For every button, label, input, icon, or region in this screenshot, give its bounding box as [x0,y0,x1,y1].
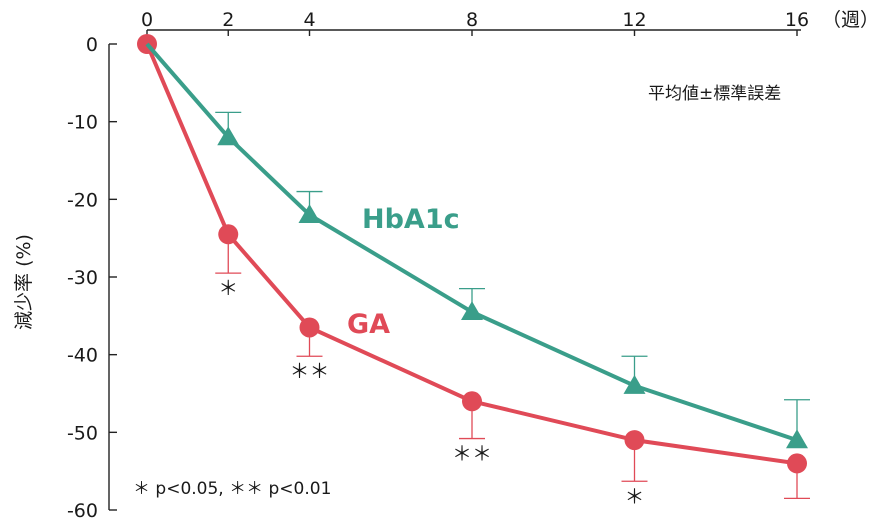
y-tick-label: -20 [67,189,98,211]
series-label: GA [347,309,390,340]
x-tick-label: 16 [785,9,809,31]
series-line [145,42,798,442]
series-label: HbA1c [362,204,460,235]
data-point [462,391,482,412]
y-tick-label: 0 [86,34,98,56]
y-tick-label: -30 [67,267,98,289]
x-tick-label: 8 [466,9,478,31]
x-tick-label: 12 [622,9,646,31]
x-tick-label: 4 [303,9,315,31]
data-point [298,204,321,223]
x-tick-label: 0 [141,9,153,31]
footnote-label: ＊ p<0.05, ＊＊ p<0.01 [133,479,331,499]
data-point [786,429,808,449]
data-point [299,317,320,338]
y-axis-label: 減少率 (%) [13,234,35,330]
x-tick-label: 2 [222,9,234,31]
significance-mark: ＊ [218,276,238,300]
x-axis-unit: （週） [822,9,879,31]
series-ga: ＊＊＊＊＊＊GA [137,34,810,508]
data-point [623,374,646,394]
y-tick-label: -50 [67,422,98,444]
data-point [218,224,239,245]
significance-mark: ＊ [625,484,645,508]
significance-mark: ＊＊ [290,359,330,383]
data-point [624,430,645,451]
y-tick-label: -40 [67,345,98,367]
note-label: 平均値±標準誤差 [648,84,781,104]
y-tick-label: -10 [67,112,98,134]
significance-mark: ＊＊ [452,442,492,466]
y-tick-label: -60 [67,500,98,522]
x-axis-ticks: 0 2 4 8 12 16 [141,9,809,36]
series-hba1c: HbA1c [145,42,810,449]
series-line [145,43,798,466]
data-point [461,301,483,321]
data-point [787,453,807,474]
data-point [217,126,240,146]
y-axis-ticks: 0 -10 -20 -30 -40 -50 -60 [67,34,117,522]
